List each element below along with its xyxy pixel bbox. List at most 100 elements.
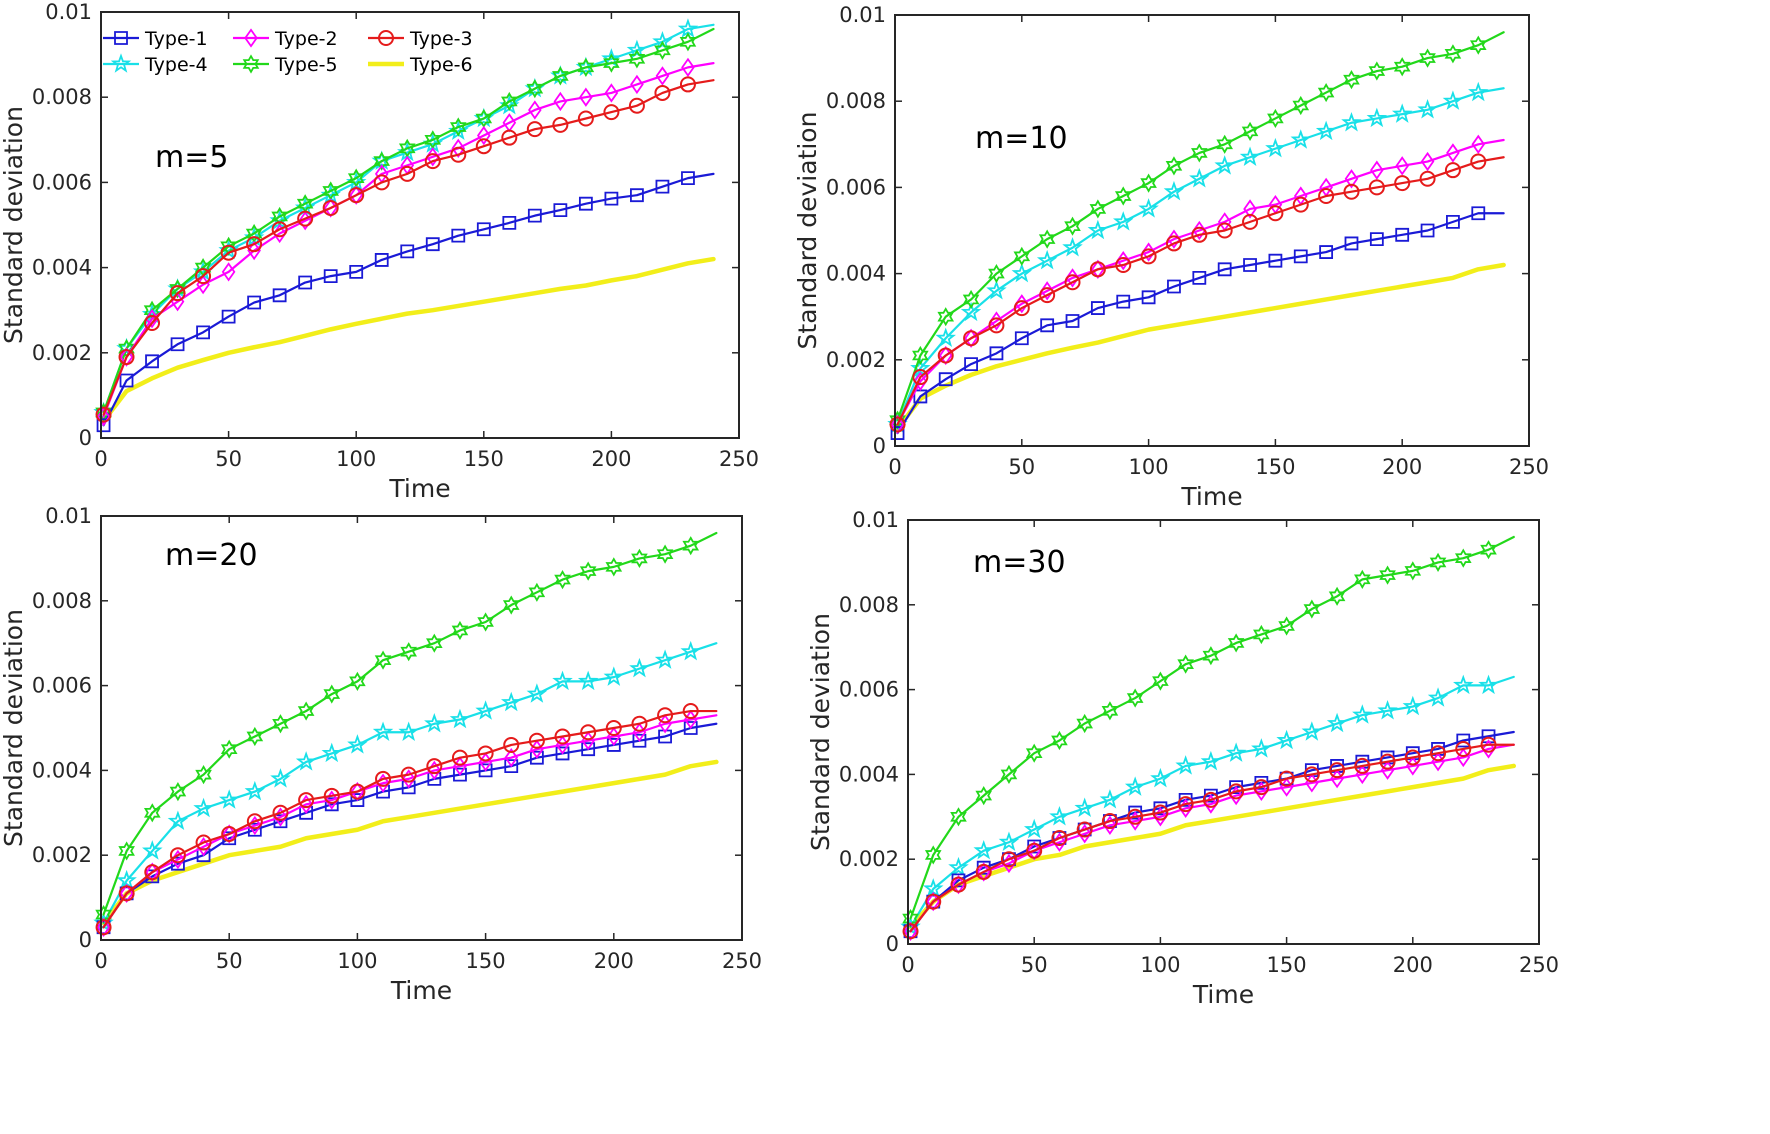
data-point-type-3 bbox=[1329, 762, 1346, 779]
data-point-type-3 bbox=[528, 732, 545, 749]
data-point-type-5 bbox=[1152, 671, 1169, 691]
data-point-type-3 bbox=[349, 783, 366, 800]
y-tick-label: 0 bbox=[886, 932, 899, 956]
data-point-type-5 bbox=[1038, 229, 1056, 249]
data-point-type-5 bbox=[1469, 35, 1487, 55]
data-point-type-4 bbox=[1036, 249, 1058, 270]
data-point-type-5 bbox=[1076, 713, 1093, 734]
data-point-type-2 bbox=[96, 917, 111, 937]
data-point-type-3 bbox=[298, 792, 315, 809]
x-tick-label: 200 bbox=[591, 447, 631, 471]
data-point-type-5 bbox=[477, 612, 494, 632]
data-point-type-3 bbox=[95, 406, 112, 423]
data-point-type-4 bbox=[1366, 107, 1388, 128]
data-point-type-1 bbox=[476, 222, 491, 237]
x-tick-label: 100 bbox=[336, 447, 376, 471]
data-point-type-1 bbox=[578, 196, 593, 211]
data-point-type-3 bbox=[195, 268, 212, 285]
data-point-type-4 bbox=[1478, 674, 1499, 695]
data-point-type-3 bbox=[1177, 796, 1194, 813]
data-point-type-4 bbox=[1189, 168, 1210, 188]
data-point-type-4 bbox=[626, 39, 648, 60]
x-tick-label: 0 bbox=[901, 953, 914, 977]
data-point-type-5 bbox=[1114, 186, 1132, 206]
x-tick-label: 0 bbox=[94, 447, 107, 471]
chart-panel-3: 0 50 100 150 200 250 0 0.002 0.004 0.006 0.008 0.01… bbox=[0, 504, 762, 1005]
data-point-type-4 bbox=[1468, 81, 1489, 102]
data-point-type-1 bbox=[655, 179, 670, 194]
data-point-type-4 bbox=[142, 840, 163, 860]
series-group bbox=[900, 535, 1517, 941]
data-point-type-3 bbox=[975, 863, 992, 880]
data-point-type-4 bbox=[1402, 695, 1424, 716]
series-line-type-2 bbox=[102, 62, 715, 418]
y-tick-label: 0 bbox=[79, 928, 92, 952]
data-point-type-5 bbox=[1393, 57, 1411, 77]
data-point-type-3 bbox=[220, 244, 237, 261]
data-point-type-5 bbox=[1444, 44, 1462, 64]
data-point-type-3 bbox=[912, 369, 929, 386]
data-point-type-1 bbox=[1395, 227, 1410, 242]
axes-box bbox=[100, 11, 740, 439]
data-point-type-3 bbox=[1368, 179, 1385, 196]
series-line-type-2 bbox=[102, 714, 718, 929]
data-point-type-5 bbox=[631, 548, 648, 569]
data-point-type-4 bbox=[1112, 211, 1134, 231]
x-axis-label: Time bbox=[390, 976, 452, 1005]
data-point-type-4 bbox=[948, 856, 969, 877]
data-point-type-4 bbox=[1239, 146, 1261, 166]
data-point-type-1 bbox=[1471, 206, 1486, 221]
legend-label-type-1: Type-1 bbox=[144, 28, 208, 50]
data-point-type-3 bbox=[1076, 821, 1093, 838]
data-point-type-3 bbox=[963, 330, 980, 347]
data-point-type-5 bbox=[1165, 156, 1183, 176]
data-point-type-5 bbox=[1480, 540, 1497, 560]
data-point-type-5 bbox=[628, 49, 646, 69]
y-tick-label: 0.006 bbox=[826, 175, 886, 199]
data-point-type-2 bbox=[1091, 259, 1105, 279]
data-point-type-3 bbox=[1115, 256, 1132, 273]
data-point-type-2 bbox=[604, 83, 619, 103]
x-tick-label: 200 bbox=[1393, 953, 1433, 977]
data-point-type-1 bbox=[119, 373, 134, 388]
data-point-type-1 bbox=[323, 269, 338, 284]
data-point-type-5 bbox=[552, 66, 569, 86]
data-point-type-1 bbox=[1192, 271, 1207, 285]
data-point-type-3 bbox=[118, 885, 135, 902]
legend-marker-type-3 bbox=[378, 30, 394, 46]
data-point-type-4 bbox=[603, 666, 625, 686]
legend-marker-type-1 bbox=[114, 31, 128, 45]
data-point-type-4 bbox=[295, 751, 317, 771]
data-point-type-5 bbox=[1253, 624, 1270, 645]
data-point-type-1 bbox=[170, 337, 185, 352]
data-point-type-4 bbox=[577, 670, 599, 691]
series-line-type-5 bbox=[102, 27, 715, 414]
chart-panel-1: 0 50 100 150 200 250 0 0.002 0.004 0.006 0.008 0.01… bbox=[0, 0, 759, 503]
data-point-type-4 bbox=[1214, 155, 1235, 175]
series-line-type-6 bbox=[895, 262, 1506, 432]
data-point-type-2 bbox=[247, 240, 261, 261]
data-point-type-5 bbox=[1089, 199, 1107, 219]
data-point-type-4 bbox=[1163, 180, 1185, 201]
data-point-type-5 bbox=[1404, 561, 1422, 581]
data-point-type-1 bbox=[527, 208, 542, 223]
data-point-type-5 bbox=[1177, 654, 1194, 674]
data-point-type-1 bbox=[553, 203, 568, 217]
series-line-type-4 bbox=[909, 675, 1515, 929]
series-line-type-5 bbox=[102, 531, 718, 916]
data-point-type-4 bbox=[167, 810, 189, 830]
data-point-type-5 bbox=[1191, 143, 1208, 163]
data-point-type-2 bbox=[553, 91, 568, 112]
data-point-type-5 bbox=[118, 841, 135, 861]
data-point-type-3 bbox=[503, 736, 520, 753]
data-point-type-5 bbox=[656, 544, 674, 564]
data-point-type-2 bbox=[1471, 134, 1486, 154]
data-point-type-3 bbox=[1480, 736, 1497, 753]
data-point-type-2 bbox=[1344, 169, 1359, 189]
data-point-type-5 bbox=[1419, 48, 1436, 68]
data-point-type-3 bbox=[246, 236, 263, 253]
data-point-type-1 bbox=[1040, 318, 1055, 333]
x-tick-label: 100 bbox=[1140, 953, 1180, 977]
data-point-type-3 bbox=[605, 720, 622, 736]
x-tick-label: 100 bbox=[337, 949, 377, 973]
